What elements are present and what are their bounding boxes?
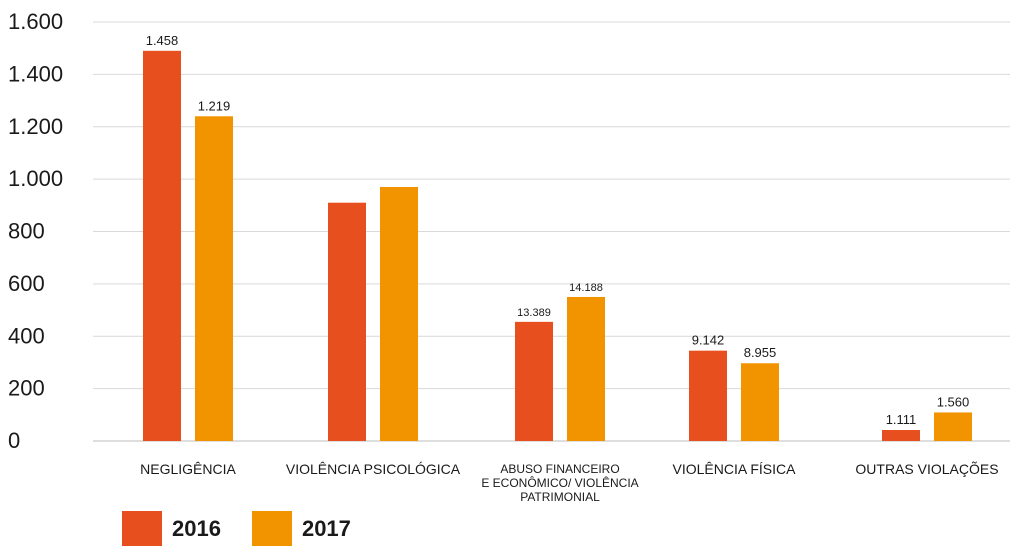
bar-2016-3 (689, 350, 727, 441)
x-tick-label-line: E ECONÔMICO/ VIOLÊNCIA (481, 475, 638, 490)
x-tick-label: OUTRAS VIOLAÇÕES (855, 461, 998, 477)
y-tick-label: 1.200 (8, 114, 63, 139)
bar-2017-1 (380, 186, 418, 441)
x-tick-label-line: PATRIMONIAL (520, 490, 600, 504)
bars (143, 50, 972, 442)
x-tick-label: NEGLIGÊNCIA (140, 461, 236, 477)
legend-swatch-2017 (251, 511, 292, 546)
x-axis-tick-labels: NEGLIGÊNCIA VIOLÊNCIA PSICOLÓGICA ABUSO FI… (140, 461, 998, 504)
x-tick-label-line: ABUSO FINANCEIRO (500, 462, 619, 476)
x-tick-label: ABUSO FINANCEIRO E ECONÔMICO/ VIOLÊNCIA PA… (481, 462, 638, 504)
data-label-2016-0: 1.458 (146, 33, 179, 48)
legend-swatch-2016 (122, 511, 162, 546)
data-label-2017-3: 8.955 (744, 345, 777, 360)
bar-2017-3 (741, 363, 779, 441)
data-label-2017-4: 1.560 (937, 394, 970, 409)
x-tick-label: VIOLÊNCIA FÍSICA (673, 461, 797, 477)
data-label-2017-2: 14.188 (569, 282, 603, 294)
y-tick-label: 400 (8, 323, 45, 348)
y-tick-label: 1.600 (8, 9, 63, 34)
data-label-2016-4: 1.111 (886, 412, 917, 427)
data-label-2016-3: 9.142 (692, 333, 725, 348)
y-tick-label: 1.400 (8, 61, 63, 86)
bar-2016-2 (515, 321, 553, 441)
bar-2017-0 (195, 116, 233, 442)
x-tick-label-line: VIOLÊNCIA PSICOLÓGICA (286, 461, 461, 477)
grid-lines (93, 21, 1010, 442)
bar-2016-4 (882, 430, 920, 441)
legend-label-2016: 2016 (172, 516, 221, 541)
y-axis-tick-labels: 0 200 400 600 800 1.000 1.200 1.400 1.600 (8, 9, 63, 453)
x-tick-label: VIOLÊNCIA PSICOLÓGICA (286, 461, 461, 477)
legend-label-2017: 2017 (301, 516, 351, 541)
y-tick-label: 200 (8, 376, 45, 401)
bar-2016-0 (143, 50, 181, 442)
y-tick-label: 800 (8, 219, 45, 244)
y-tick-label: 1.000 (8, 166, 63, 191)
legend: 2016 2017 (122, 511, 382, 546)
x-tick-label-line: OUTRAS VIOLAÇÕES (855, 461, 998, 477)
y-tick-label: 0 (8, 428, 20, 453)
x-tick-label-line: VIOLÊNCIA FÍSICA (673, 461, 797, 477)
bar-2017-4 (934, 412, 972, 441)
legend-item-2016: 2016 (122, 511, 221, 546)
data-label-2016-2: 13.389 (517, 307, 551, 319)
data-label-2017-0: 1.219 (198, 98, 231, 113)
legend-item-2017: 2017 (251, 511, 351, 546)
data-labels: 1.458 13.389 9.142 1.111 1.219 14.188 8.955 1.5… (146, 33, 970, 427)
bar-2016-1 (328, 202, 366, 441)
bar-2017-2 (567, 296, 605, 441)
x-tick-label-line: NEGLIGÊNCIA (140, 461, 236, 477)
y-tick-label: 600 (8, 271, 45, 296)
